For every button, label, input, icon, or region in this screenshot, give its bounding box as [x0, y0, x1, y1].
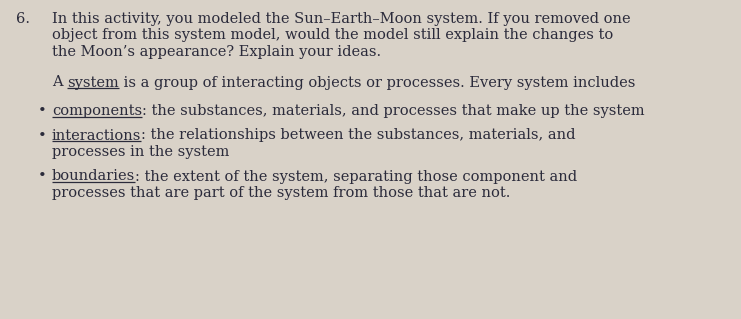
Text: the Moon’s appearance? Explain your ideas.: the Moon’s appearance? Explain your idea…: [52, 45, 381, 59]
Text: object from this system model, would the model still explain the changes to: object from this system model, would the…: [52, 28, 614, 42]
Text: boundaries: boundaries: [52, 169, 136, 183]
Text: system: system: [67, 76, 119, 90]
Text: 6.: 6.: [16, 12, 30, 26]
Text: processes in the system: processes in the system: [52, 145, 230, 159]
Text: A: A: [52, 76, 67, 90]
Text: processes that are part of the system from those that are not.: processes that are part of the system fr…: [52, 186, 511, 200]
Text: interactions: interactions: [52, 129, 142, 143]
Text: : the substances, materials, and processes that make up the system: : the substances, materials, and process…: [142, 104, 645, 118]
Text: is a group of interacting objects or processes. Every system includes: is a group of interacting objects or pro…: [119, 76, 635, 90]
Text: •: •: [38, 129, 47, 143]
Text: In this activity, you modeled the Sun–Earth–Moon system. If you removed one: In this activity, you modeled the Sun–Ea…: [52, 12, 631, 26]
Text: : the relationships between the substances, materials, and: : the relationships between the substanc…: [142, 129, 576, 143]
Text: components: components: [52, 104, 142, 118]
Text: : the extent of the system, separating those component and: : the extent of the system, separating t…: [136, 169, 577, 183]
Text: •: •: [38, 104, 47, 118]
Text: •: •: [38, 169, 47, 183]
